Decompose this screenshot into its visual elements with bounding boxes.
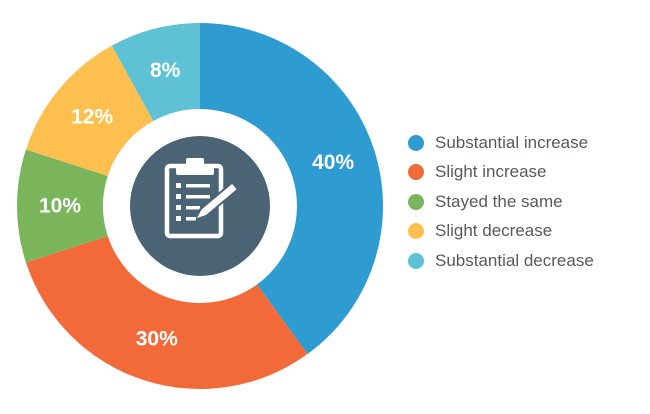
donut-chart: 40% 30% 10% 12% 8% — [16, 23, 383, 389]
legend-label: Slight increase — [435, 162, 547, 182]
slice-stayed-the-same — [16, 149, 108, 263]
legend-swatch-icon — [408, 193, 424, 210]
slice-substantial-increase — [200, 23, 383, 355]
legend-label: Stayed the same — [435, 191, 563, 211]
legend-swatch-icon — [408, 164, 424, 181]
legend-label: Substantial increase — [435, 132, 589, 152]
slice-slight-increase — [25, 235, 308, 389]
slice-label: 40% — [312, 151, 354, 174]
legend-item: Substantial increase — [408, 128, 594, 158]
labels-group: 40% 30% 10% 12% 8% — [39, 59, 355, 351]
legend-swatch-icon — [408, 223, 424, 240]
legend-label: Slight decrease — [435, 221, 553, 241]
slice-slight-decrease — [25, 45, 154, 177]
legend: Substantial increase Slight increase Staye… — [408, 128, 594, 276]
legend-item: Slight decrease — [408, 217, 594, 247]
slice-substantial-decrease — [111, 23, 200, 121]
legend-item: Stayed the same — [408, 187, 594, 217]
clipboard-pen-icon — [130, 136, 270, 276]
slice-label: 8% — [150, 59, 181, 82]
legend-item: Slight increase — [408, 158, 594, 188]
slice-label: 12% — [71, 105, 113, 128]
legend-label: Substantial decrease — [435, 250, 594, 270]
legend-item: Substantial decrease — [408, 246, 594, 276]
slices-group — [16, 23, 383, 389]
slice-label: 30% — [136, 328, 178, 351]
legend-swatch-icon — [408, 134, 424, 151]
slice-label: 10% — [39, 195, 81, 218]
legend-swatch-icon — [408, 252, 424, 269]
